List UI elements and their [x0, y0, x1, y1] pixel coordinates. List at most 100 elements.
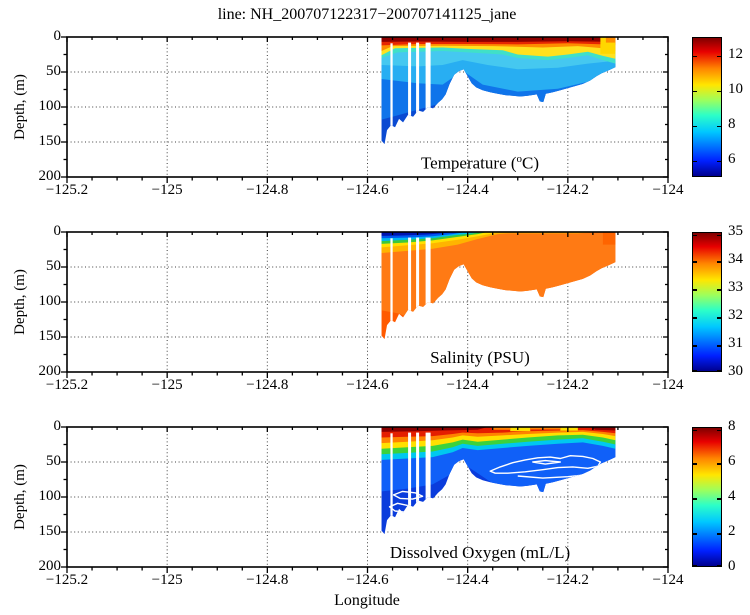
y-tick-label: 100 [38, 293, 62, 309]
colorbar-tick-label: 35 [728, 223, 743, 239]
dissolved-oxygen-patch-2 [492, 427, 511, 430]
colorbar-tick-label: 32 [728, 307, 743, 323]
x-tick-label: −124 [652, 572, 684, 588]
y-tick-label: 50 [46, 453, 61, 469]
colorbar-tick [693, 160, 697, 162]
colorbar-tick [717, 463, 721, 465]
dissolved-oxygen-patch-0 [510, 427, 531, 432]
colorbar-tick-label: 34 [728, 251, 743, 267]
x-tick-label: −124.8 [246, 377, 289, 393]
temperature-panel-plot [61, 36, 669, 183]
colorbar-tick-label: 33 [728, 279, 743, 295]
dissolved-oxygen-colorbar [692, 427, 722, 567]
x-tick-label: −125 [151, 572, 183, 588]
y-tick-label: 0 [53, 418, 62, 434]
missing-data-gap-2 [416, 432, 420, 535]
missing-data-gap-2 [416, 42, 420, 145]
y-tick-label: 50 [46, 63, 61, 79]
axis-ticks [61, 426, 669, 573]
x-tick-label: −124.2 [546, 182, 589, 198]
y-axis-label: Depth, (m) [12, 74, 28, 140]
figure-title: line: NH_200707122317−200707141125_jane [217, 6, 517, 23]
missing-data-gap-0 [390, 433, 393, 535]
x-tick-label: −124 [652, 377, 684, 393]
colorbar-tick [693, 234, 697, 236]
x-tick-label: −125.2 [45, 377, 89, 393]
axis-ticks [61, 231, 669, 378]
x-tick-label: −125.2 [45, 182, 89, 198]
salinity-layer-6 [381, 232, 616, 236]
missing-data-gap-1 [408, 42, 412, 145]
colorbar-tick [717, 160, 721, 162]
axis-ticks [61, 36, 669, 183]
x-tick-label: −124.6 [346, 572, 389, 588]
missing-data-gap-1 [408, 237, 412, 340]
dissolved-oxygen-panel-plot [61, 426, 669, 573]
missing-data-gap-1 [408, 432, 412, 535]
x-tick-label: −124.4 [446, 572, 489, 588]
temperature-patch-1 [605, 37, 616, 43]
missing-data-gap-2 [416, 237, 420, 340]
colorbar-tick-label: 31 [728, 335, 743, 351]
colorbar-tick [717, 533, 721, 535]
colorbar-tick [693, 55, 697, 57]
degree-superscript: o [516, 153, 523, 165]
colorbar-tick-label: 4 [728, 488, 736, 504]
missing-data-gap-3 [425, 432, 431, 535]
colorbar-tick [717, 498, 721, 500]
colorbar-tick [693, 125, 697, 127]
y-axis-label: Depth, (m) [12, 269, 28, 335]
colorbar-tick [693, 289, 697, 291]
salinity-patch-0 [602, 232, 616, 245]
dissolved-oxygen-layer-6 [381, 427, 616, 432]
y-tick-label: 50 [46, 258, 61, 274]
x-tick-label: −124.2 [546, 572, 589, 588]
colorbar-tick [693, 498, 697, 500]
missing-data-gap-3 [425, 42, 431, 145]
temperature-caption: Temperature (oC) [420, 153, 540, 173]
colorbar-tick-label: 12 [728, 45, 743, 62]
colorbar-tick [693, 429, 697, 431]
colorbar-tick [717, 289, 721, 291]
colorbar-tick [693, 317, 697, 319]
x-tick-label: −124 [652, 182, 684, 198]
colorbar-tick [717, 345, 721, 347]
colorbar-tick-label: 6 [728, 150, 736, 167]
x-tick-label: −125.2 [45, 572, 89, 588]
colorbar-tick [717, 55, 721, 57]
y-tick-label: 100 [38, 98, 62, 114]
colorbar-tick-label: 10 [728, 80, 743, 97]
colorbar-tick-label: 8 [728, 115, 736, 132]
x-tick-label: −125 [151, 377, 183, 393]
x-tick-label: −124.6 [346, 377, 389, 393]
salinity-caption: Salinity (PSU) [430, 348, 530, 367]
y-tick-label: 0 [53, 223, 62, 239]
colorbar-tick [693, 533, 697, 535]
y-tick-label: 0 [53, 28, 62, 44]
colorbar-tick-label: 30 [728, 363, 743, 379]
colorbar-tick [693, 261, 697, 263]
colorbar-tick-label: 2 [728, 523, 736, 539]
y-tick-label: 150 [38, 133, 62, 149]
x-tick-label: −124.8 [246, 572, 289, 588]
colorbar-tick [693, 463, 697, 465]
colorbar-tick [693, 370, 697, 372]
colorbar-tick [693, 565, 697, 567]
y-tick-label: 200 [38, 168, 62, 184]
x-tick-label: −125 [151, 182, 183, 198]
colorbar-tick [717, 429, 721, 431]
x-tick-label: −124.6 [346, 182, 389, 198]
contour-closed-0 [489, 455, 602, 474]
colorbar-tick [717, 234, 721, 236]
y-tick-label: 200 [38, 363, 62, 379]
salinity-colorbar [692, 232, 722, 372]
salinity-layer-5 [381, 232, 616, 239]
colorbar-tick [717, 261, 721, 263]
y-tick-label: 200 [38, 558, 62, 574]
missing-data-gap-0 [390, 238, 393, 340]
colorbar-tick-label: 0 [728, 558, 736, 574]
y-tick-label: 150 [38, 328, 62, 344]
contour-closed-2 [392, 490, 424, 500]
colorbar-tick [717, 370, 721, 372]
